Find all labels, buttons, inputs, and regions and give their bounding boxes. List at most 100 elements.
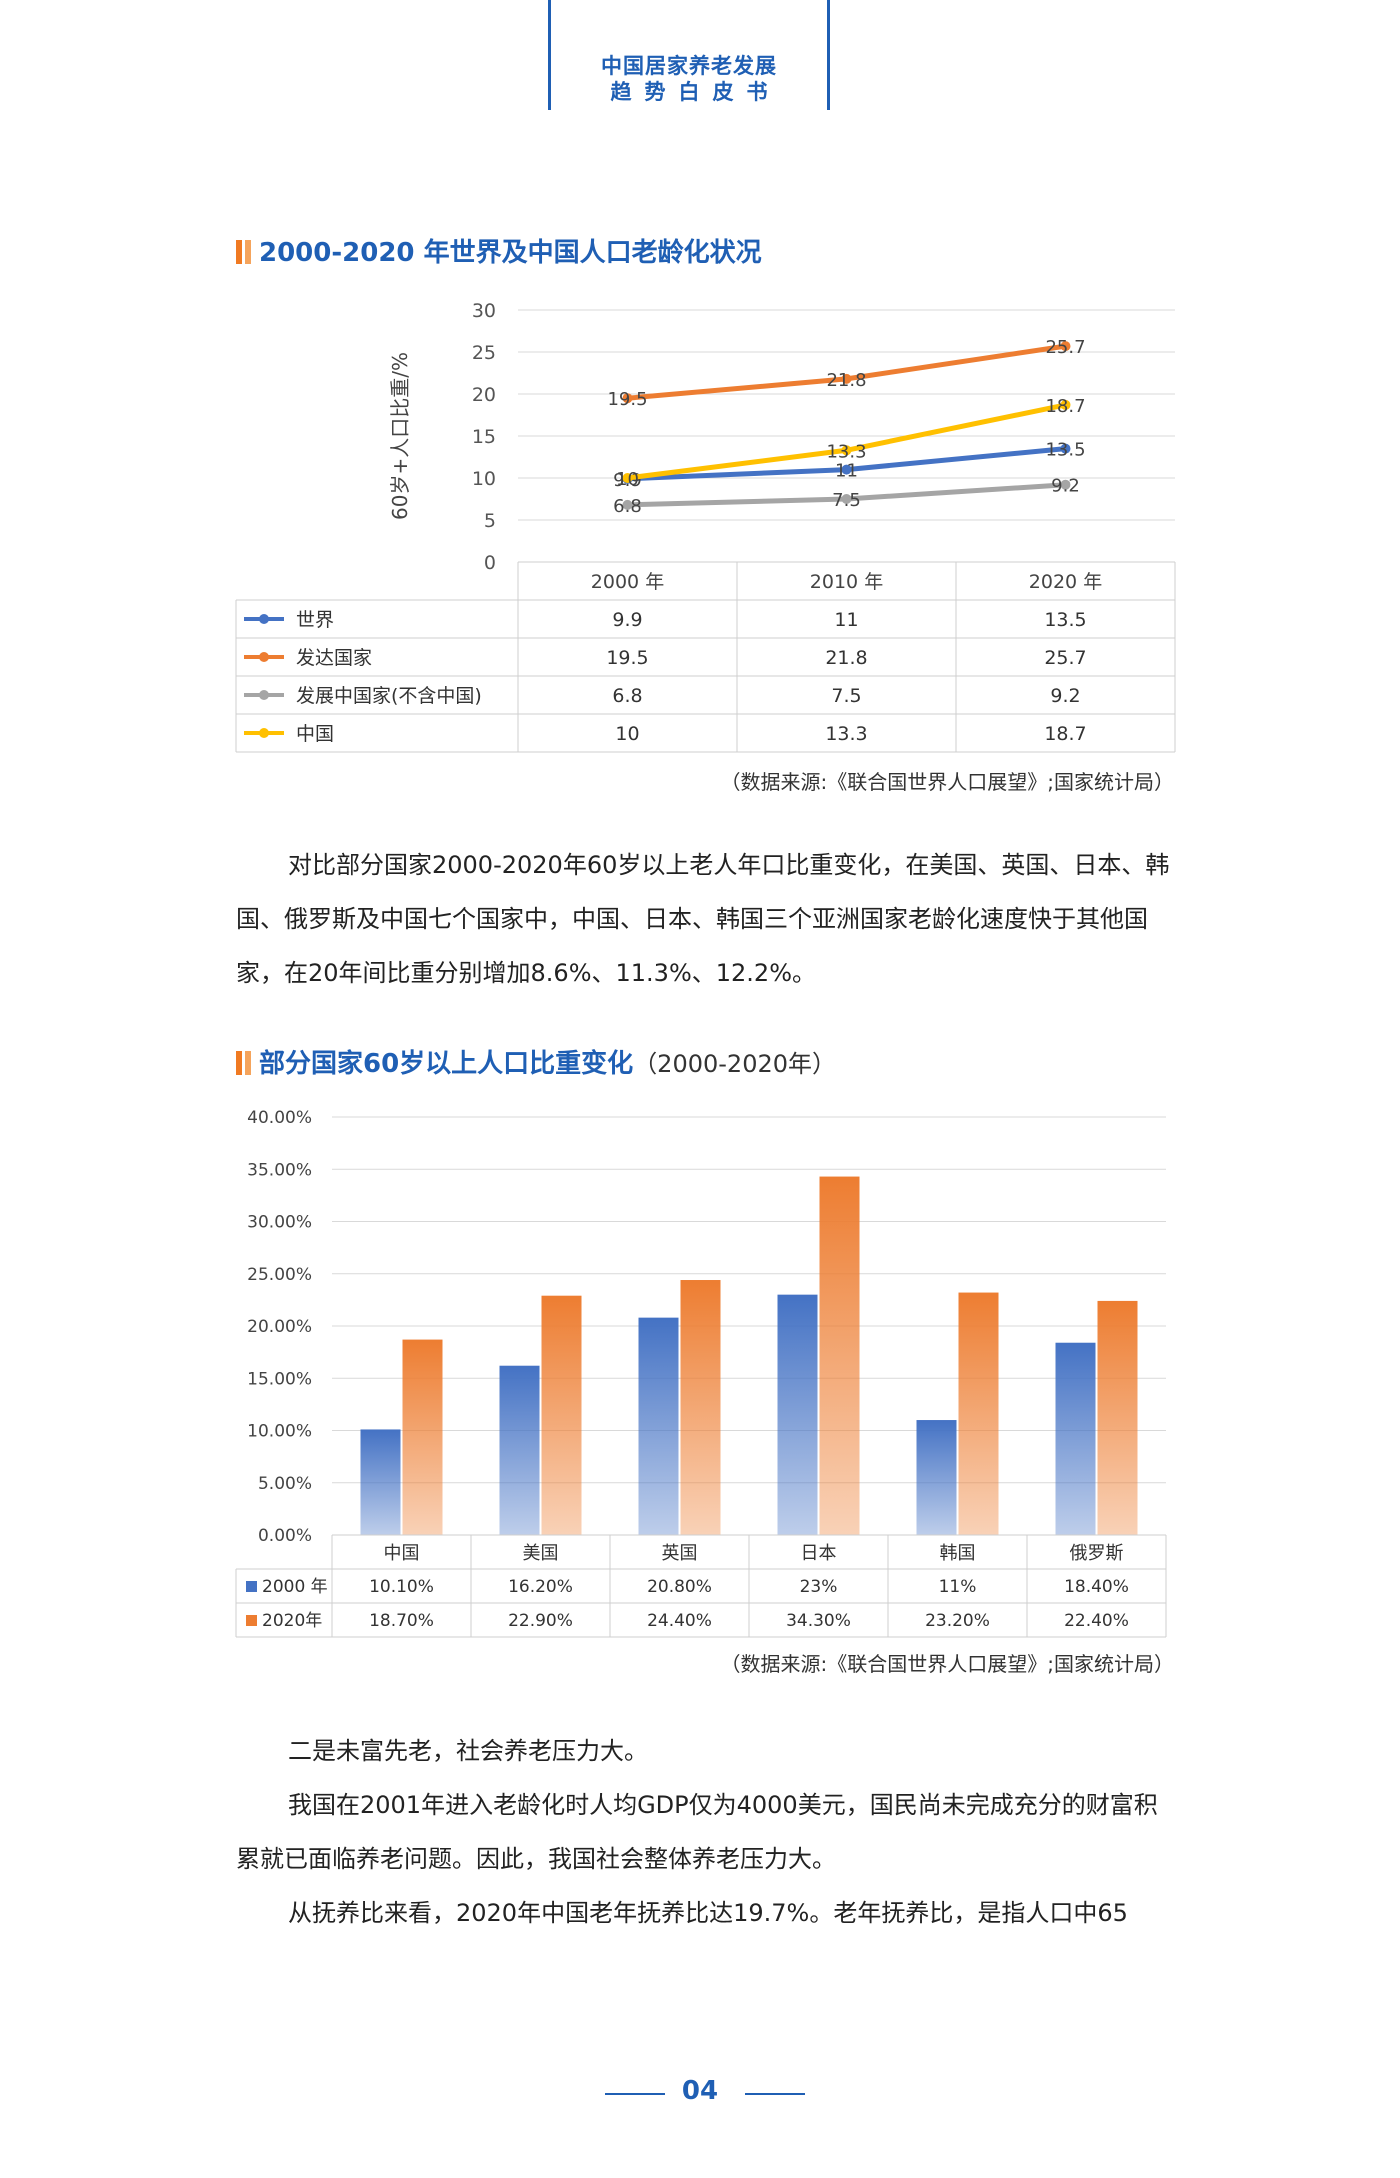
y-tick-label: 20.00% xyxy=(247,1317,312,1337)
y-tick-label: 25 xyxy=(472,342,496,364)
table-cell: 22.90% xyxy=(508,1611,573,1631)
y-tick-label: 10.00% xyxy=(247,1422,312,1442)
table-cell: 23% xyxy=(800,1577,838,1597)
table-cell: 9.2 xyxy=(1050,685,1080,707)
table-cell: 7.5 xyxy=(831,685,861,707)
bar xyxy=(402,1339,443,1535)
section2-title: 部分国家60岁以上人口比重变化（2000-2020年） xyxy=(236,1043,836,1080)
y-tick-label: 10 xyxy=(472,468,496,490)
page-number: 04 xyxy=(681,2076,719,2106)
table-cell: 25.7 xyxy=(1044,647,1086,669)
table-cell: 11 xyxy=(834,609,858,631)
table-cell: 18.7 xyxy=(1044,723,1086,745)
y-tick-label: 5.00% xyxy=(258,1474,312,1494)
section1-title: 2000-2020 年世界及中国人口老龄化状况 xyxy=(236,232,762,269)
bar xyxy=(360,1429,401,1535)
x-category-label: 2020 年 xyxy=(1029,571,1102,593)
table-cell: 34.30% xyxy=(786,1611,851,1631)
bar xyxy=(958,1292,999,1535)
y-tick-label: 0 xyxy=(484,552,496,574)
legend-marker xyxy=(259,652,269,662)
legend-swatch xyxy=(246,1581,257,1592)
paragraph-4-text: 从抚养比来看，2020年中国老年抚养比达19.7%。老年抚养比，是指人口中65 xyxy=(288,1899,1128,1927)
data-point xyxy=(1060,341,1071,352)
legend-swatch xyxy=(246,1615,257,1626)
table-cell: 24.40% xyxy=(647,1611,712,1631)
table-cell: 13.5 xyxy=(1044,609,1086,631)
data-point xyxy=(841,445,852,456)
data-label: 21.8 xyxy=(826,370,866,391)
x-category-label: 日本 xyxy=(801,1543,837,1564)
y-tick-label: 15 xyxy=(472,426,496,448)
header-title: 中国居家养老发展 xyxy=(601,54,777,78)
footer-rule-right xyxy=(745,2093,805,2095)
bar xyxy=(638,1317,679,1535)
data-label: 13.3 xyxy=(826,441,866,462)
table-cell: 23.20% xyxy=(925,1611,990,1631)
x-category-label: 中国 xyxy=(384,1543,420,1564)
x-category-label: 英国 xyxy=(662,1543,698,1564)
legend-marker xyxy=(259,614,269,624)
table-cell: 11% xyxy=(939,1577,977,1597)
table-cell: 20.80% xyxy=(647,1577,712,1597)
footer-rule-left xyxy=(605,2093,665,2095)
table-cell: 19.5 xyxy=(606,647,648,669)
bar xyxy=(1097,1300,1138,1535)
paragraph-4: 从抚养比来看，2020年中国老年抚养比达19.7%。老年抚养比，是指人口中65 xyxy=(236,1886,1176,1940)
legend-label: 2020年 xyxy=(262,1611,322,1631)
y-tick-label: 35.00% xyxy=(247,1160,312,1180)
paragraph-3-text: 我国在2001年进入老龄化时人均GDP仅为4000美元，国民尚未完成充分的财富积… xyxy=(236,1791,1158,1873)
section1-title-text: 2000-2020 年世界及中国人口老龄化状况 xyxy=(259,238,762,268)
x-category-label: 美国 xyxy=(523,1543,559,1564)
x-category-label: 韩国 xyxy=(940,1543,976,1564)
table-cell: 18.70% xyxy=(369,1611,434,1631)
section1-source: （数据来源:《联合国世界人口展望》;国家统计局） xyxy=(720,770,1174,794)
bar xyxy=(819,1176,860,1535)
y-tick-label: 25.00% xyxy=(247,1265,312,1285)
legend-label: 发达国家 xyxy=(296,647,372,669)
y-tick-label: 5 xyxy=(484,510,496,532)
data-point xyxy=(841,373,852,384)
data-point xyxy=(622,393,633,404)
paragraph-1-text: 对比部分国家2000-2020年60岁以上老人年口比重变化，在美国、英国、日本、… xyxy=(236,851,1170,987)
paragraph-3: 我国在2001年进入老龄化时人均GDP仅为4000美元，国民尚未完成充分的财富积… xyxy=(236,1778,1176,1886)
data-point xyxy=(1060,399,1071,410)
data-label: 7.5 xyxy=(832,490,861,511)
bar xyxy=(916,1420,957,1535)
data-label: 25.7 xyxy=(1045,337,1085,358)
paragraph-1: 对比部分国家2000-2020年60岁以上老人年口比重变化，在美国、英国、日本、… xyxy=(236,838,1176,1000)
section2-source: （数据来源:《联合国世界人口展望》;国家统计局） xyxy=(720,1652,1174,1676)
x-category-label: 俄罗斯 xyxy=(1070,1543,1124,1564)
table-cell: 22.40% xyxy=(1064,1611,1129,1631)
y-tick-label: 15.00% xyxy=(247,1369,312,1389)
x-category-label: 2010 年 xyxy=(810,571,883,593)
header-box: 中国居家养老发展 趋势白皮书 xyxy=(548,0,830,110)
legend-label: 2000 年 xyxy=(262,1577,328,1597)
data-point xyxy=(622,473,633,483)
table-cell: 18.40% xyxy=(1064,1577,1129,1597)
data-label: 9.2 xyxy=(1051,476,1080,497)
table-cell: 10.10% xyxy=(369,1577,434,1597)
legend-marker xyxy=(259,728,269,738)
data-label: 19.5 xyxy=(607,389,647,410)
section2-title-suffix: （2000-2020年） xyxy=(633,1050,837,1078)
header-subtitle: 趋势白皮书 xyxy=(610,80,781,104)
y-tick-label: 40.00% xyxy=(247,1108,312,1128)
table-cell: 9.9 xyxy=(612,609,642,631)
data-label: 13.5 xyxy=(1045,440,1085,461)
y-axis-label: 60岁+人口比重/% xyxy=(388,352,412,520)
table-cell: 21.8 xyxy=(825,647,867,669)
title-marker-icon xyxy=(236,240,253,264)
bar xyxy=(541,1295,582,1535)
data-point xyxy=(1060,479,1071,490)
y-tick-label: 30 xyxy=(472,300,496,322)
table-cell: 10 xyxy=(615,723,639,745)
y-tick-label: 0.00% xyxy=(258,1526,312,1546)
data-label: 6.8 xyxy=(613,496,642,517)
data-label: 11 xyxy=(835,461,858,482)
section2-title-text: 部分国家60岁以上人口比重变化 xyxy=(259,1049,634,1079)
bar xyxy=(1055,1342,1096,1535)
y-tick-label: 30.00% xyxy=(247,1213,312,1233)
paragraph-2-text: 二是未富先老，社会养老压力大。 xyxy=(288,1737,648,1765)
